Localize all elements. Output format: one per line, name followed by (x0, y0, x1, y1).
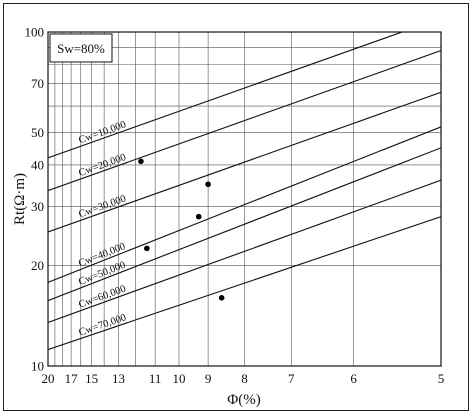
cw-line (48, 216, 441, 351)
x-tick-label: 13 (112, 371, 125, 386)
data-point (138, 158, 144, 165)
y-tick-label: 100 (25, 25, 45, 40)
y-axis-label: Rt(Ω·m) (12, 173, 28, 225)
y-tick-label: 30 (31, 199, 44, 214)
x-tick-label: 8 (241, 371, 248, 386)
plot-border (47, 31, 442, 367)
x-tick-label: 9 (205, 371, 212, 386)
cw-line (48, 179, 441, 323)
cw-line (48, 32, 404, 159)
chart-frame (3, 3, 469, 411)
x-tick-label: 6 (350, 371, 357, 386)
data-point (144, 245, 150, 252)
x-tick-label: 17 (65, 371, 79, 386)
data-point (205, 181, 211, 188)
x-tick-label: 11 (149, 371, 162, 386)
x-axis-label: Φ(%) (227, 392, 260, 408)
sw-annotation-box: Sw=80% (49, 33, 113, 63)
cw-line-label: Cw=20,000 (77, 152, 127, 179)
y-tick-label: 40 (31, 157, 44, 172)
cw-line (48, 50, 441, 192)
x-tick-label: 7 (288, 371, 295, 386)
y-tick-label: 70 (31, 76, 44, 91)
x-tick-label: 15 (85, 371, 98, 386)
cw-line-label: Cw=60,000 (77, 284, 127, 311)
y-tick-label: 10 (31, 359, 44, 374)
x-tick-label: 20 (42, 371, 55, 386)
data-points (138, 158, 225, 301)
cw-line-labels: Cw=10,000Cw=20,000Cw=30,000Cw=40,000Cw=5… (77, 119, 128, 338)
x-tick-label: 10 (173, 371, 186, 386)
data-point (218, 295, 225, 301)
cw-line (48, 147, 441, 302)
sw-annotation-text: Sw=80% (57, 41, 105, 56)
y-tick-label: 20 (31, 258, 44, 273)
x-tick-label: 5 (438, 371, 445, 386)
data-point (195, 213, 202, 220)
cw-lines (48, 32, 441, 351)
y-tick-label: 50 (31, 125, 44, 140)
cw-line (48, 91, 441, 233)
cw-line (48, 126, 441, 283)
